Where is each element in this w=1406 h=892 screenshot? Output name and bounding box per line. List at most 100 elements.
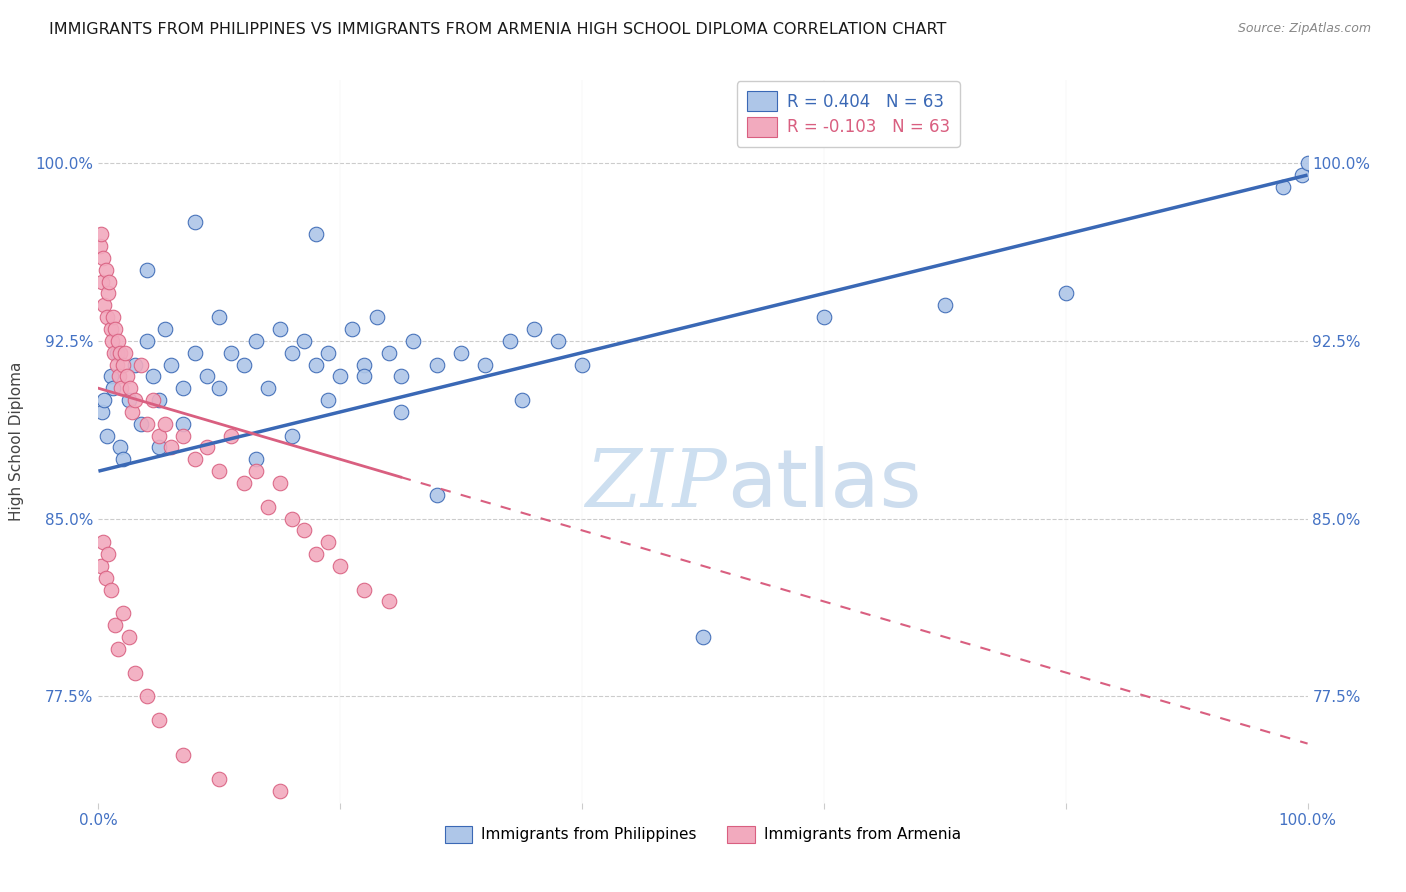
- Point: [121, 405, 143, 419]
- Point: [124, 665, 146, 680]
- Point: [101, 310, 124, 325]
- Point: [91, 405, 114, 419]
- Text: IMMIGRANTS FROM PHILIPPINES VS IMMIGRANTS FROM ARMENIA HIGH SCHOOL DIPLOMA CORRE: IMMIGRANTS FROM PHILIPPINES VS IMMIGRANT…: [49, 22, 946, 37]
- Point: [100, 334, 122, 348]
- Point: [184, 345, 207, 359]
- Point: [426, 488, 449, 502]
- Point: [813, 310, 835, 325]
- Point: [523, 322, 546, 336]
- Point: [129, 358, 152, 372]
- Point: [96, 428, 118, 442]
- Point: [571, 358, 593, 372]
- Point: [118, 630, 141, 644]
- Point: [110, 381, 132, 395]
- Point: [281, 345, 304, 359]
- Point: [316, 393, 339, 408]
- Point: [105, 345, 128, 359]
- Point: [108, 345, 131, 359]
- Point: [108, 441, 131, 455]
- Point: [292, 524, 315, 538]
- Point: [148, 713, 170, 727]
- Point: [101, 381, 124, 395]
- Point: [107, 641, 129, 656]
- Point: [245, 334, 267, 348]
- Point: [103, 345, 125, 359]
- Point: [547, 334, 569, 348]
- Point: [377, 594, 399, 608]
- Point: [96, 310, 118, 325]
- Legend: Immigrants from Philippines, Immigrants from Armenia: Immigrants from Philippines, Immigrants …: [439, 820, 967, 849]
- Point: [353, 582, 375, 597]
- Point: [245, 464, 267, 478]
- Point: [160, 358, 183, 372]
- Point: [305, 227, 328, 242]
- Point: [184, 452, 207, 467]
- Point: [94, 262, 117, 277]
- Point: [934, 298, 956, 312]
- Point: [172, 381, 194, 395]
- Point: [93, 393, 115, 408]
- Point: [148, 441, 170, 455]
- Point: [172, 428, 194, 442]
- Point: [117, 369, 139, 384]
- Point: [94, 571, 117, 585]
- Point: [91, 251, 114, 265]
- Point: [97, 547, 120, 561]
- Point: [148, 393, 170, 408]
- Point: [118, 381, 141, 395]
- Point: [1291, 168, 1313, 182]
- Point: [329, 807, 352, 822]
- Point: [281, 511, 304, 525]
- Point: [389, 405, 412, 419]
- Text: Source: ZipAtlas.com: Source: ZipAtlas.com: [1237, 22, 1371, 36]
- Text: ZIP: ZIP: [585, 446, 727, 524]
- Point: [245, 452, 267, 467]
- Point: [104, 322, 127, 336]
- Point: [208, 310, 231, 325]
- Point: [292, 334, 315, 348]
- Point: [426, 358, 449, 372]
- Y-axis label: High School Diploma: High School Diploma: [10, 362, 24, 521]
- Point: [256, 381, 278, 395]
- Point: [256, 500, 278, 514]
- Point: [90, 227, 112, 242]
- Point: [221, 345, 243, 359]
- Point: [377, 345, 399, 359]
- Point: [366, 310, 388, 325]
- Point: [329, 558, 352, 573]
- Point: [389, 369, 412, 384]
- Point: [104, 618, 127, 632]
- Point: [100, 582, 122, 597]
- Point: [692, 630, 714, 644]
- Point: [232, 475, 254, 490]
- Point: [269, 475, 291, 490]
- Point: [510, 393, 533, 408]
- Point: [316, 535, 339, 549]
- Point: [153, 322, 176, 336]
- Point: [135, 417, 157, 431]
- Point: [195, 369, 218, 384]
- Point: [269, 322, 291, 336]
- Point: [124, 358, 146, 372]
- Point: [208, 381, 231, 395]
- Point: [108, 369, 131, 384]
- Point: [329, 369, 352, 384]
- Point: [148, 428, 170, 442]
- Point: [172, 748, 194, 763]
- Point: [89, 239, 111, 253]
- Point: [1296, 156, 1319, 170]
- Point: [142, 369, 165, 384]
- Point: [90, 558, 112, 573]
- Point: [135, 334, 157, 348]
- Text: atlas: atlas: [727, 446, 921, 524]
- Point: [135, 689, 157, 703]
- Point: [208, 772, 231, 786]
- Point: [1272, 180, 1295, 194]
- Point: [316, 345, 339, 359]
- Point: [402, 334, 425, 348]
- Point: [118, 393, 141, 408]
- Point: [221, 428, 243, 442]
- Point: [353, 369, 375, 384]
- Point: [91, 275, 114, 289]
- Point: [111, 358, 134, 372]
